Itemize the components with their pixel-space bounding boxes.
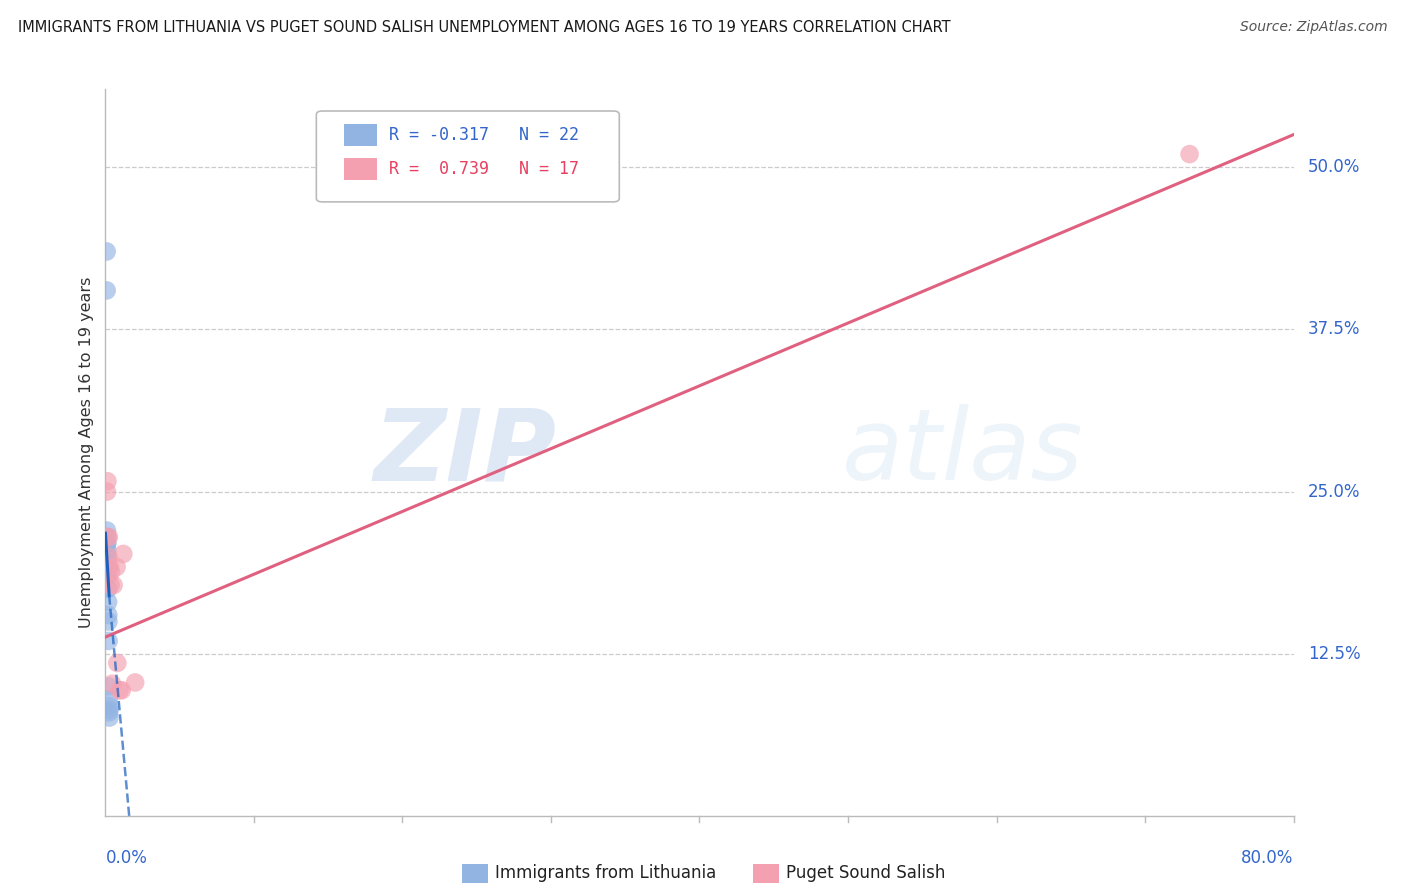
Point (96, 484, 118, 499)
Text: 12.5%: 12.5% (1308, 645, 1361, 663)
Text: R = -0.317   N = 22: R = -0.317 N = 22 (389, 126, 579, 144)
Point (112, 547, 135, 561)
Text: 80.0%: 80.0% (1241, 849, 1294, 867)
Point (124, 675, 146, 690)
FancyBboxPatch shape (754, 864, 779, 883)
Point (96, 284, 118, 298)
Point (97, 549, 120, 564)
Point (100, 565, 122, 579)
Point (97, 569, 120, 583)
Point (98, 710, 121, 724)
Point (96, 536, 118, 550)
Point (96, 543, 118, 558)
Point (111, 683, 134, 698)
Text: 50.0%: 50.0% (1308, 158, 1360, 176)
Point (97, 562, 120, 576)
Point (98, 706, 121, 720)
Text: 25.0%: 25.0% (1308, 483, 1360, 500)
Point (96, 556, 118, 570)
Point (108, 683, 131, 698)
Point (96, 530, 118, 544)
Point (103, 578, 125, 592)
Point (97, 530, 120, 544)
Text: 0.0%: 0.0% (105, 849, 148, 867)
Point (1178, 147, 1201, 161)
Point (96, 244, 118, 259)
Point (98, 560, 121, 574)
Point (96, 475, 118, 489)
Y-axis label: Unemployment Among Ages 16 to 19 years: Unemployment Among Ages 16 to 19 years (79, 277, 94, 628)
Point (97, 582, 120, 596)
Text: atlas: atlas (842, 404, 1084, 501)
Point (101, 677, 124, 691)
Text: Puget Sound Salish: Puget Sound Salish (786, 863, 946, 882)
Point (97, 679, 120, 693)
Point (105, 560, 128, 574)
Point (97, 530, 120, 544)
FancyBboxPatch shape (316, 111, 619, 202)
FancyBboxPatch shape (461, 864, 488, 883)
Point (97, 615, 120, 629)
Point (97, 634, 120, 648)
Point (97, 607, 120, 622)
Point (98, 698, 121, 713)
Point (96, 549, 118, 564)
Point (98, 703, 121, 717)
Point (97, 595, 120, 609)
Text: R =  0.739   N = 17: R = 0.739 N = 17 (389, 161, 579, 178)
Point (105, 656, 128, 670)
Text: ZIP: ZIP (374, 404, 557, 501)
FancyBboxPatch shape (343, 124, 377, 146)
Text: Immigrants from Lithuania: Immigrants from Lithuania (495, 863, 717, 882)
FancyBboxPatch shape (343, 158, 377, 180)
Point (97, 692, 120, 706)
Text: 37.5%: 37.5% (1308, 320, 1360, 338)
Point (100, 578, 122, 592)
Point (96, 536, 118, 550)
Point (96, 524, 118, 538)
Text: IMMIGRANTS FROM LITHUANIA VS PUGET SOUND SALISH UNEMPLOYMENT AMONG AGES 16 TO 19: IMMIGRANTS FROM LITHUANIA VS PUGET SOUND… (18, 20, 950, 35)
Text: Source: ZipAtlas.com: Source: ZipAtlas.com (1240, 20, 1388, 34)
